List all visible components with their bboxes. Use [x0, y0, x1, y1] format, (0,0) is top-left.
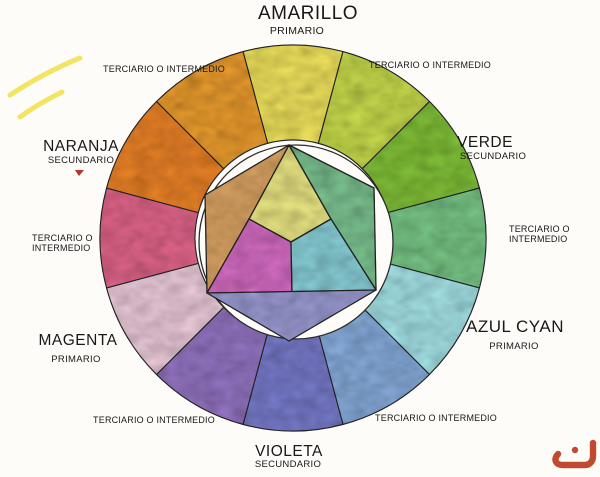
svg-text:VIOLETA: VIOLETA — [255, 443, 323, 460]
svg-text:PRIMARIO: PRIMARIO — [51, 354, 100, 365]
svg-text:SECUNDARIO: SECUNDARIO — [255, 459, 321, 470]
svg-text:TERCIARIO O INTERMEDIO: TERCIARIO O INTERMEDIO — [93, 415, 215, 425]
svg-text:INTERMEDIO: INTERMEDIO — [32, 243, 91, 253]
svg-text:TERCIARIO O INTERMEDIO: TERCIARIO O INTERMEDIO — [103, 64, 225, 74]
svg-text:MAGENTA: MAGENTA — [39, 332, 118, 349]
svg-text:VERDE: VERDE — [457, 134, 513, 151]
svg-text:PRIMARIO: PRIMARIO — [270, 25, 324, 37]
svg-text:TERCIARIO O INTERMEDIO: TERCIARIO O INTERMEDIO — [369, 60, 491, 70]
svg-text:SECUNDARIO: SECUNDARIO — [48, 155, 114, 166]
svg-text:TERCIARIO O INTERMEDIO: TERCIARIO O INTERMEDIO — [375, 413, 497, 423]
svg-text:AZUL CYAN: AZUL CYAN — [466, 317, 564, 336]
svg-text:TERCIARIO O: TERCIARIO O — [32, 233, 93, 243]
svg-text:AMARILLO: AMARILLO — [258, 3, 358, 24]
svg-text:NARANJA: NARANJA — [43, 138, 119, 155]
svg-text:SECUNDARIO: SECUNDARIO — [460, 151, 526, 162]
svg-text:INTERMEDIO: INTERMEDIO — [509, 234, 568, 244]
svg-text:PRIMARIO: PRIMARIO — [489, 341, 538, 352]
svg-text:TERCIARIO O: TERCIARIO O — [509, 224, 570, 234]
